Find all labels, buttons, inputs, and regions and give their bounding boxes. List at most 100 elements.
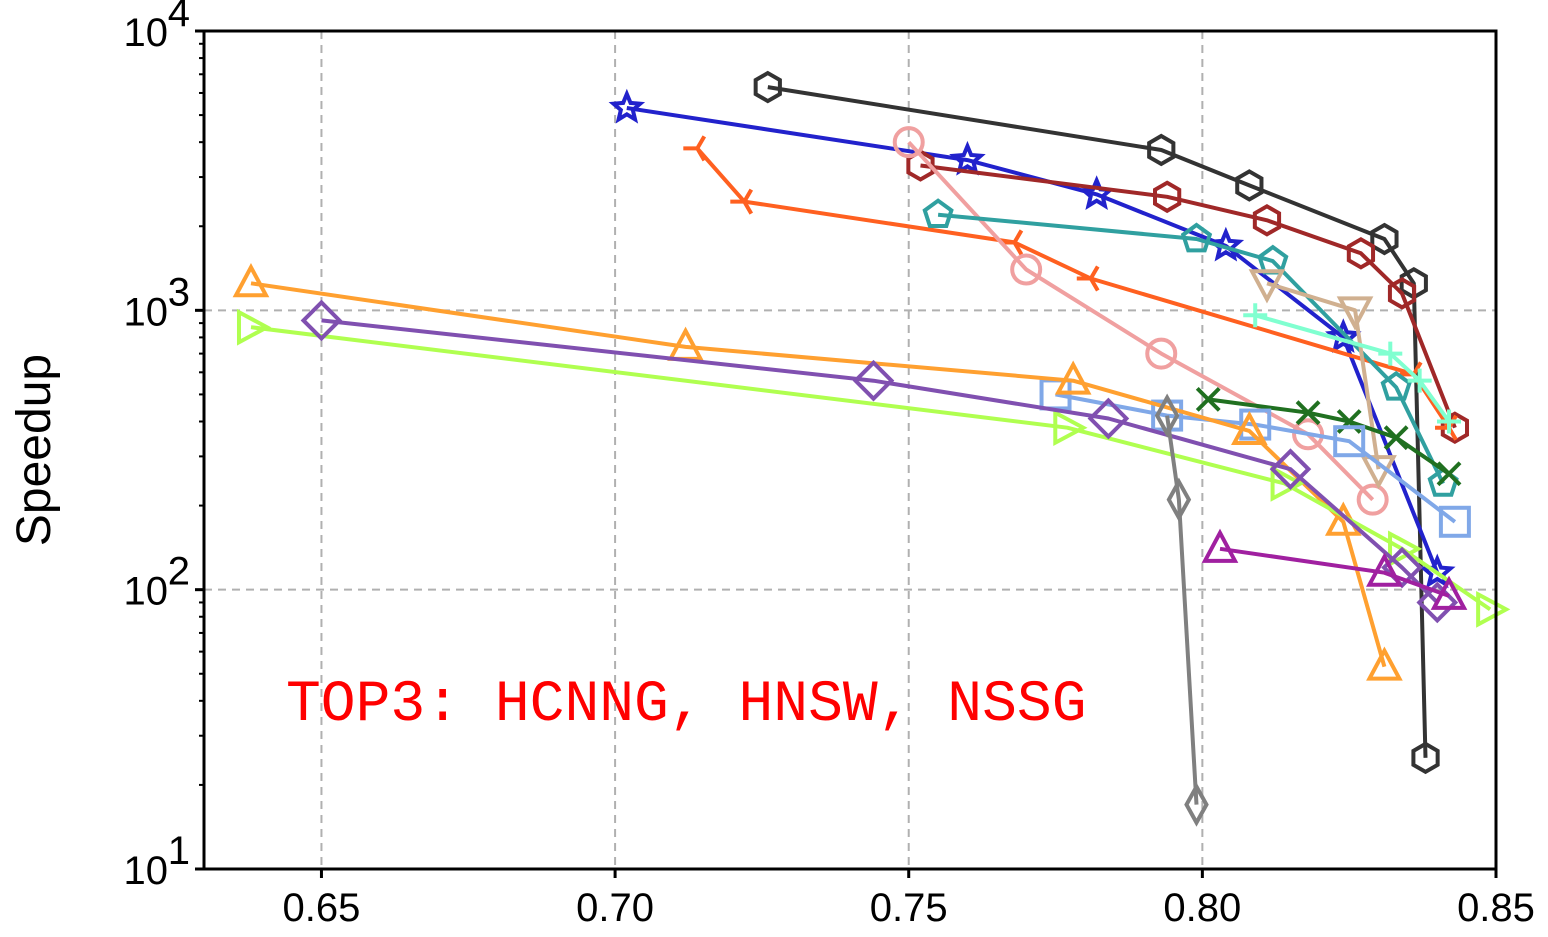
series-line — [250, 281, 1387, 668]
marker-triangle-up — [1366, 552, 1403, 587]
grid-lines — [204, 30, 1497, 870]
marker-triangle-up — [232, 263, 270, 298]
series-11 — [236, 308, 1511, 628]
marker-hexagon — [1370, 222, 1399, 256]
series-13 — [1201, 528, 1468, 610]
series-2 — [906, 149, 1470, 445]
marker-square — [1438, 505, 1471, 538]
marker-x — [1436, 461, 1462, 487]
y-tick-label: 10 — [124, 570, 169, 614]
marker-pentagon — [1380, 370, 1412, 401]
series-12 — [300, 299, 1459, 624]
marker-triangle-up — [1430, 575, 1468, 610]
series-0 — [753, 70, 1440, 775]
marker-circle — [1292, 418, 1325, 451]
series-1 — [608, 88, 1456, 589]
series-4 — [892, 126, 1389, 516]
y-tick-exponent: 2 — [168, 550, 190, 594]
marker-thin-diamond — [1166, 477, 1192, 522]
x-tick-label: 0.65 — [283, 886, 361, 930]
marker-hexagon — [753, 70, 782, 104]
x-tick-label: 0.70 — [576, 886, 654, 930]
marker-hexagon — [1387, 277, 1417, 310]
series-line — [1165, 415, 1199, 805]
marker-triangle-right — [1053, 409, 1088, 447]
marker-star — [1325, 318, 1362, 353]
marker-x — [1195, 386, 1221, 412]
marker-triangle-down — [1248, 269, 1286, 304]
marker-circle — [1010, 253, 1043, 286]
marker-diamond — [300, 299, 343, 342]
marker-hexagon — [1235, 169, 1264, 202]
marker-hexagon — [1153, 180, 1182, 214]
marker-diamond — [1269, 448, 1312, 491]
marker-tri-left — [730, 188, 754, 215]
y-tick-label: 10 — [124, 11, 169, 55]
y-tick-label: 10 — [124, 849, 169, 893]
marker-circle — [1356, 483, 1389, 516]
marker-triangle-up — [1201, 528, 1239, 563]
series-8 — [1195, 386, 1462, 487]
y-tick-label: 10 — [124, 290, 169, 334]
marker-thin-diamond — [1154, 393, 1180, 438]
marker-square — [1333, 425, 1366, 458]
marker-hexagon — [1252, 204, 1282, 237]
y-axis-label: Speedup — [8, 354, 61, 546]
x-tick-label: 0.75 — [870, 886, 948, 930]
marker-triangle-up — [1054, 360, 1092, 395]
marker-plus — [1437, 409, 1462, 434]
series-line — [250, 325, 1492, 612]
series-line — [937, 212, 1445, 485]
marker-triangle-right — [1476, 591, 1511, 628]
marker-triangle-right — [1388, 530, 1423, 568]
marker-pentagon — [922, 198, 954, 229]
top3-annotation: TOP3: HCNNG, HNSW, NSSG — [286, 673, 1087, 738]
marker-star — [1207, 226, 1245, 262]
marker-star — [949, 140, 986, 176]
marker-plus — [1378, 341, 1403, 366]
marker-tri-left — [683, 135, 707, 162]
series-line — [695, 147, 1451, 429]
marker-tri-left — [1076, 265, 1100, 292]
series-line — [1219, 546, 1450, 598]
marker-x — [1383, 425, 1409, 451]
x-tick-label: 0.85 — [1457, 886, 1535, 930]
series-line — [767, 85, 1428, 758]
marker-diamond — [1416, 581, 1459, 624]
y-tick-exponent: 3 — [168, 270, 190, 314]
y-tick-exponent: 4 — [168, 0, 190, 35]
marker-diamond — [1087, 397, 1130, 440]
marker-triangle-down — [1336, 296, 1374, 331]
marker-hexagon — [1147, 133, 1176, 167]
marker-hexagon — [1346, 237, 1376, 270]
series-line — [920, 163, 1457, 429]
marker-diamond — [852, 359, 895, 402]
marker-hexagon — [906, 149, 935, 182]
marker-thin-diamond — [1184, 782, 1209, 827]
marker-plus — [1243, 303, 1268, 328]
series-line — [321, 318, 1439, 604]
series-line — [626, 106, 1440, 574]
marker-x — [1295, 400, 1321, 426]
x-tick-label: 0.80 — [1163, 886, 1241, 930]
plot-frame — [202, 29, 1498, 871]
marker-pentagon — [1180, 222, 1213, 253]
series-line — [1254, 313, 1451, 423]
marker-triangle-up — [1231, 410, 1268, 445]
marker-star — [608, 88, 646, 124]
marker-circle — [1145, 337, 1178, 370]
marker-triangle-right — [236, 308, 272, 346]
marker-circle — [892, 126, 925, 159]
series-line — [907, 140, 1375, 502]
marker-triangle-up — [1366, 646, 1403, 681]
marker-triangle-right — [1270, 465, 1305, 502]
series-line — [1266, 281, 1381, 470]
series-14 — [1154, 393, 1209, 827]
marker-hexagon — [1411, 741, 1440, 775]
marker-plus — [1407, 368, 1432, 393]
series-7 — [1243, 303, 1462, 434]
series-layer — [232, 70, 1511, 827]
y-tick-exponent: 1 — [168, 829, 190, 873]
